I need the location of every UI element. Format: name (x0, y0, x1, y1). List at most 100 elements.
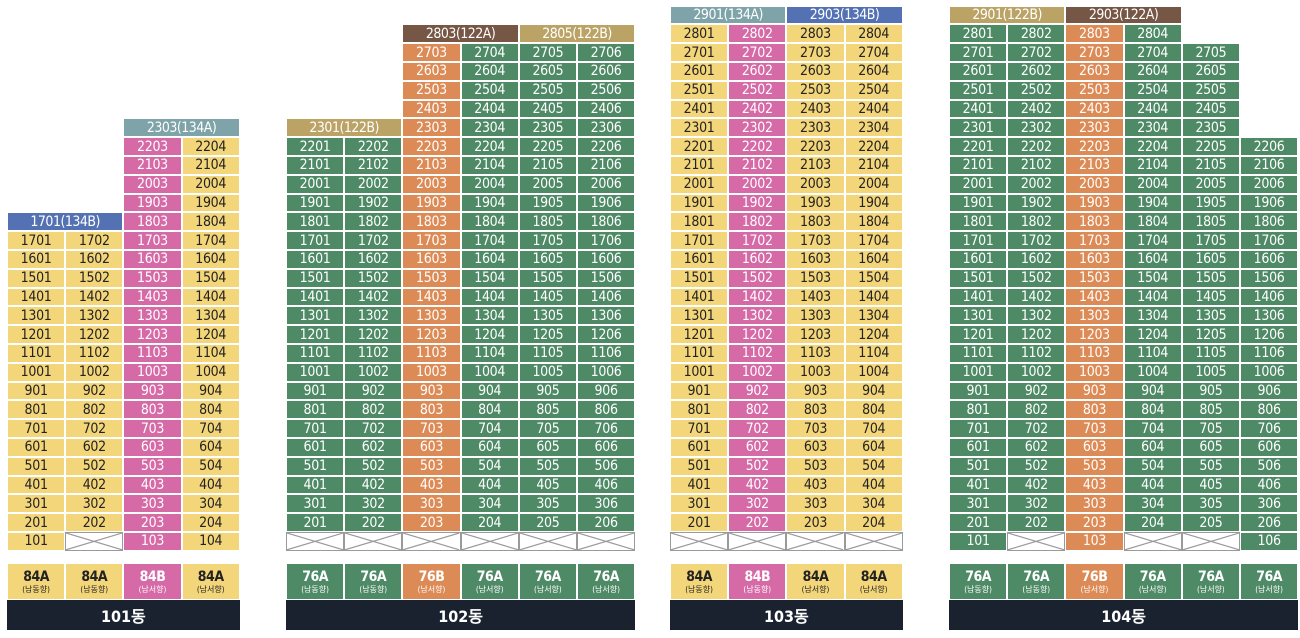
unit-cell[interactable]: 806 (1240, 400, 1299, 420)
unit-cell[interactable]: 1804 (1123, 212, 1182, 232)
unit-cell[interactable]: 2602 (1007, 62, 1066, 81)
unit-cell[interactable]: 1503 (123, 268, 182, 288)
penthouse-header[interactable]: 2803(122A) (402, 24, 519, 44)
unit-cell[interactable]: 1004 (1123, 362, 1182, 382)
unit-cell[interactable]: 602 (344, 438, 403, 457)
unit-cell[interactable]: 805 (1181, 400, 1240, 420)
unit-cell[interactable]: 803 (1065, 400, 1124, 420)
unit-cell[interactable]: 706 (1240, 419, 1299, 438)
unit-cell[interactable]: 2803 (1065, 24, 1124, 44)
unit-cell[interactable]: 1601 (7, 250, 66, 269)
unit-cell[interactable]: 604 (460, 438, 519, 457)
unit-cell[interactable]: 1605 (518, 250, 577, 269)
unit-cell[interactable]: 1606 (577, 250, 636, 269)
unit-cell[interactable]: 1701 (949, 231, 1008, 250)
unit-cell[interactable]: 202 (728, 513, 787, 532)
penthouse-header[interactable]: 2901(122B) (949, 5, 1066, 25)
unit-cell[interactable]: 304 (844, 494, 903, 514)
unit-cell[interactable]: 1206 (577, 325, 636, 344)
unit-cell[interactable]: 101 (949, 532, 1008, 551)
unit-cell[interactable]: 1403 (786, 287, 845, 307)
unit-cell[interactable]: 2205 (1181, 137, 1240, 156)
unit-cell[interactable]: 306 (1240, 494, 1299, 514)
unit-cell[interactable]: 802 (728, 400, 787, 420)
unit-cell[interactable]: 1604 (181, 250, 240, 269)
unit-cell[interactable]: 1903 (402, 193, 461, 213)
unit-cell[interactable]: 2104 (1123, 156, 1182, 175)
unit-cell[interactable]: 2103 (402, 156, 461, 175)
unit-cell[interactable]: 806 (577, 400, 636, 420)
unit-cell[interactable]: 303 (402, 494, 461, 514)
unit-cell[interactable]: 2402 (1007, 99, 1066, 119)
unit-cell[interactable]: 2201 (286, 137, 345, 156)
unit-cell[interactable]: 404 (1123, 475, 1182, 495)
unit-cell[interactable]: 601 (286, 438, 345, 457)
unit-cell[interactable]: 1801 (670, 212, 729, 232)
unit-cell[interactable]: 1004 (181, 362, 240, 382)
unit-cell[interactable]: 1002 (1007, 362, 1066, 382)
unit-cell[interactable]: 902 (344, 381, 403, 401)
unit-cell[interactable]: 1106 (577, 344, 636, 363)
unit-cell[interactable]: 1203 (1065, 325, 1124, 344)
unit-cell[interactable]: 2203 (786, 137, 845, 156)
unit-cell[interactable]: 1104 (1123, 344, 1182, 363)
unit-cell[interactable]: 1303 (123, 306, 182, 326)
unit-cell[interactable]: 501 (949, 456, 1008, 476)
unit-cell[interactable]: 1606 (1240, 250, 1299, 269)
unit-cell[interactable]: 1205 (518, 325, 577, 344)
unit-cell[interactable]: 1704 (181, 231, 240, 250)
unit-cell[interactable]: 2005 (1181, 174, 1240, 194)
unit-cell[interactable]: 505 (1181, 456, 1240, 476)
unit-cell[interactable]: 1402 (65, 287, 124, 307)
unit-cell[interactable]: 604 (1123, 438, 1182, 457)
unit-cell[interactable]: 1502 (344, 268, 403, 288)
unit-cell[interactable]: 405 (518, 475, 577, 495)
unit-cell[interactable]: 601 (670, 438, 729, 457)
unit-cell[interactable]: 1903 (123, 193, 182, 213)
unit-cell[interactable]: 2001 (670, 174, 729, 194)
unit-cell[interactable]: 205 (1181, 513, 1240, 532)
unit-cell[interactable]: 1405 (1181, 287, 1240, 307)
unit-cell[interactable]: 1905 (518, 193, 577, 213)
unit-cell[interactable]: 401 (286, 475, 345, 495)
unit-cell[interactable]: 704 (460, 419, 519, 438)
unit-cell[interactable]: 1902 (1007, 193, 1066, 213)
unit-cell[interactable]: 603 (402, 438, 461, 457)
unit-cell[interactable]: 902 (728, 381, 787, 401)
unit-cell[interactable]: 2605 (1181, 62, 1240, 81)
unit-cell[interactable]: 702 (1007, 419, 1066, 438)
unit-cell[interactable]: 502 (1007, 456, 1066, 476)
unit-cell[interactable]: 1603 (786, 250, 845, 269)
unit-cell[interactable]: 1303 (786, 306, 845, 326)
unit-cell[interactable]: 1003 (786, 362, 845, 382)
unit-cell[interactable]: 903 (786, 381, 845, 401)
unit-cell[interactable]: 2604 (1123, 62, 1182, 81)
unit-cell[interactable]: 404 (460, 475, 519, 495)
unit-cell[interactable]: 201 (7, 513, 66, 532)
unit-cell[interactable]: 2305 (1181, 118, 1240, 138)
unit-cell[interactable]: 1101 (670, 344, 729, 363)
unit-cell[interactable]: 2203 (402, 137, 461, 156)
unit-cell[interactable]: 602 (1007, 438, 1066, 457)
unit-cell[interactable]: 2402 (728, 99, 787, 119)
unit-cell[interactable]: 1105 (518, 344, 577, 363)
unit-cell[interactable]: 804 (844, 400, 903, 420)
unit-cell[interactable]: 1504 (844, 268, 903, 288)
unit-cell[interactable]: 1505 (518, 268, 577, 288)
unit-cell[interactable]: 402 (1007, 475, 1066, 495)
unit-cell[interactable]: 2403 (786, 99, 845, 119)
unit-cell[interactable]: 1401 (7, 287, 66, 307)
unit-cell[interactable]: 1906 (577, 193, 636, 213)
unit-cell[interactable]: 206 (1240, 513, 1299, 532)
unit-cell[interactable]: 1505 (1181, 268, 1240, 288)
unit-cell[interactable]: 2203 (123, 137, 182, 156)
unit-cell[interactable]: 502 (65, 456, 124, 476)
unit-cell[interactable]: 1706 (1240, 231, 1299, 250)
unit-cell[interactable]: 2304 (844, 118, 903, 138)
unit-cell[interactable]: 101 (7, 532, 66, 551)
unit-cell[interactable]: 2205 (518, 137, 577, 156)
unit-cell[interactable]: 804 (1123, 400, 1182, 420)
unit-cell[interactable]: 802 (1007, 400, 1066, 420)
unit-cell[interactable]: 2606 (577, 62, 636, 81)
unit-cell[interactable]: 1703 (786, 231, 845, 250)
